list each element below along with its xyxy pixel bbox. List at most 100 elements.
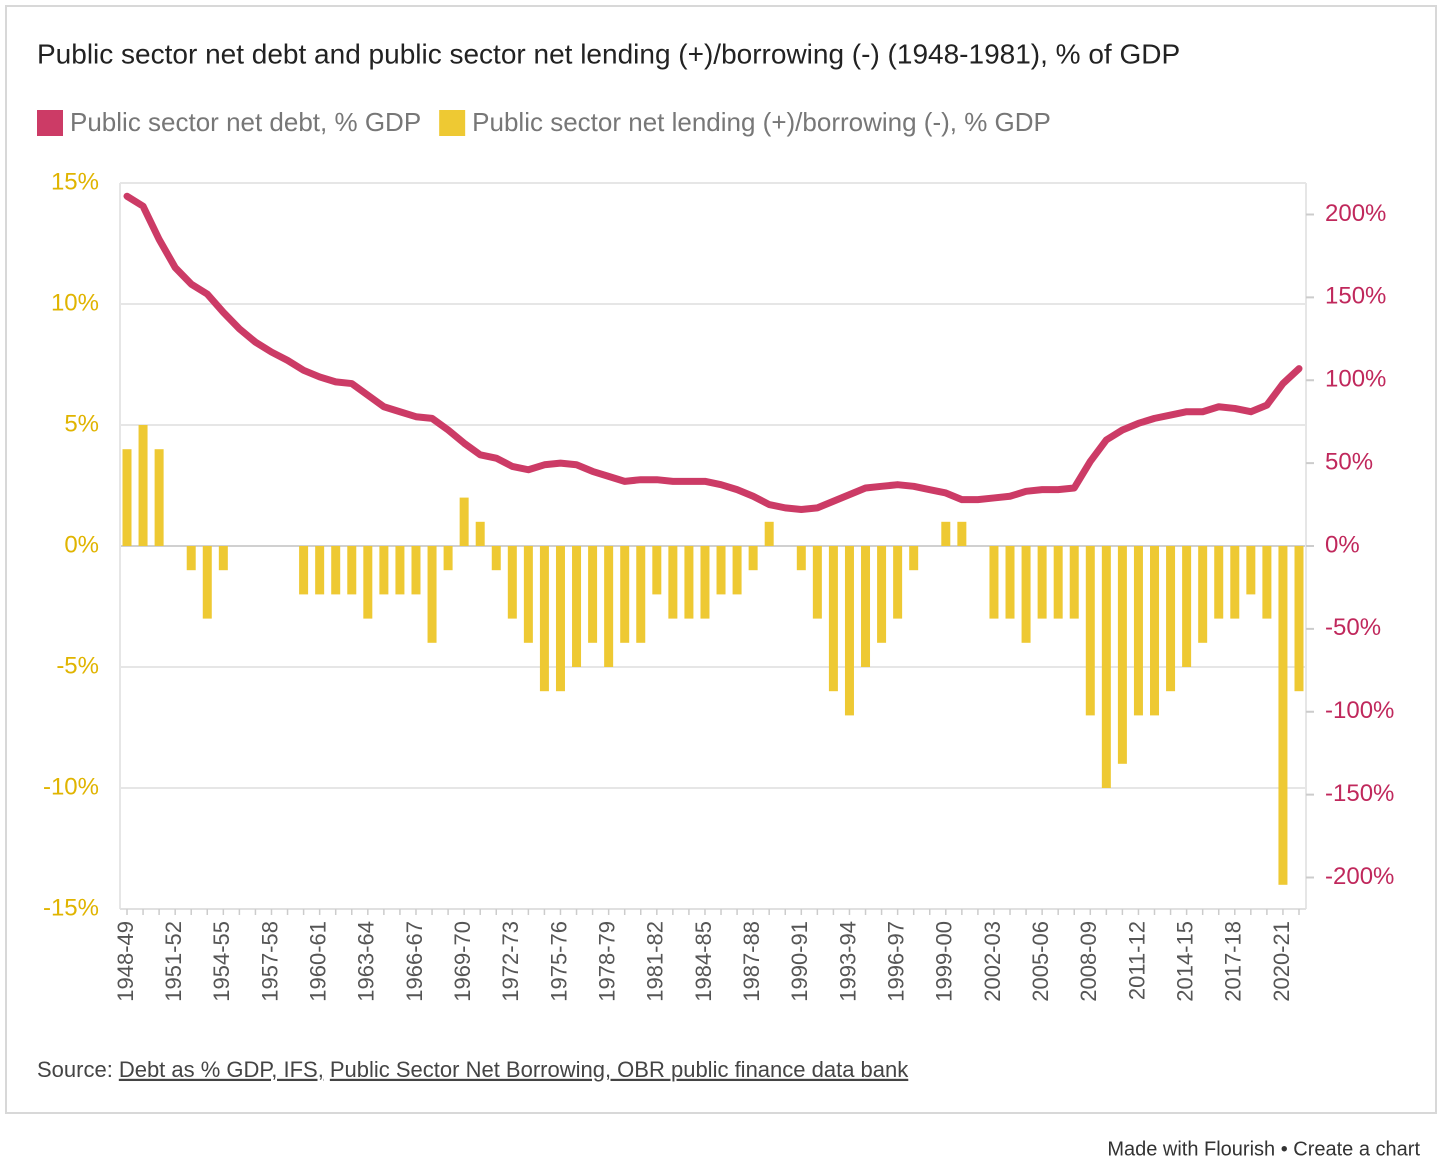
bar — [572, 546, 582, 667]
bar — [1005, 546, 1015, 619]
x-tick-label: 1978-79 — [594, 921, 619, 1002]
bar — [315, 546, 325, 595]
x-tick-label: 2005-06 — [1028, 921, 1053, 1002]
bar — [331, 546, 341, 595]
bar — [138, 425, 148, 546]
x-tick-label: 1957-58 — [257, 921, 282, 1002]
bar — [523, 546, 533, 643]
bar — [909, 546, 919, 571]
y-tick-label: 15% — [51, 168, 99, 195]
bar — [299, 546, 309, 595]
bar — [1294, 546, 1304, 692]
x-tick-label: 1984-85 — [691, 921, 716, 1002]
bar — [652, 546, 662, 595]
bar — [877, 546, 887, 643]
bar — [732, 546, 742, 595]
x-tick-label: 1954-55 — [209, 921, 234, 1002]
bar — [395, 546, 405, 595]
legend-swatch — [439, 110, 466, 136]
legend-label: Public sector net debt, % GDP — [70, 107, 421, 137]
y-tick-label: -5% — [56, 652, 99, 679]
bar — [812, 546, 822, 619]
bar — [796, 546, 806, 571]
bar — [555, 546, 565, 692]
bar — [1262, 546, 1272, 619]
y2-tick-label: -100% — [1325, 697, 1394, 724]
y-tick-label: 0% — [64, 531, 99, 558]
bar — [1230, 546, 1240, 619]
plot: -15% -10% -5% 0% 5% 10% 15% -200% -150% -100% -50%… — [43, 168, 1394, 1001]
y2-tick-label: 150% — [1325, 283, 1386, 310]
bar — [636, 546, 646, 643]
bar — [604, 546, 614, 667]
y-tick-label: 5% — [64, 410, 99, 437]
bar — [218, 546, 228, 571]
bar — [379, 546, 389, 595]
x-tick-label: 1975-76 — [546, 921, 571, 1002]
y-tick-label: -15% — [43, 894, 99, 921]
bar — [861, 546, 871, 667]
x-tick-label: 1993-94 — [835, 921, 860, 1002]
x-tick-label: 2011-12 — [1124, 921, 1149, 1000]
y2-tick-label: 200% — [1325, 200, 1386, 227]
bar — [684, 546, 694, 619]
bar — [1166, 546, 1176, 692]
source-link[interactable]: Debt as % GDP, IFS, — [119, 1057, 324, 1082]
x-tick-label: 1969-70 — [450, 921, 475, 1002]
source: Source: Debt as % GDP, IFS, Public Sector … — [37, 1057, 909, 1082]
bar — [1021, 546, 1031, 643]
bar — [154, 449, 164, 546]
bar — [1101, 546, 1111, 788]
x-tick-label: 1966-67 — [402, 921, 427, 1002]
bar — [459, 497, 469, 546]
x-tick-label: 1981-82 — [643, 921, 668, 1002]
bar — [828, 546, 838, 692]
bar — [491, 546, 501, 571]
y2-tick-label: 50% — [1325, 448, 1373, 475]
bar — [122, 449, 132, 546]
x-tick-label: 1951-52 — [161, 921, 186, 1002]
bar — [1214, 546, 1224, 619]
bar — [1150, 546, 1160, 716]
line — [123, 192, 1303, 514]
legend: Public sector net debt, % GDP Public sect… — [37, 107, 1051, 137]
bar — [588, 546, 598, 643]
y2-tick-label: -200% — [1325, 863, 1394, 890]
y2-tick-label: -50% — [1325, 614, 1381, 641]
bar — [1069, 546, 1079, 619]
bar — [1037, 546, 1047, 619]
x-tick-label: 1996-97 — [883, 921, 908, 1002]
x-tick-label: 2002-03 — [980, 921, 1005, 1002]
bar — [893, 546, 903, 619]
bar — [716, 546, 726, 595]
bar — [1053, 546, 1063, 619]
bar — [443, 546, 453, 571]
x-tick-label: 2020-21 — [1269, 921, 1294, 1002]
bar — [507, 546, 517, 619]
bar — [411, 546, 421, 595]
x-tick-label: 1987-88 — [739, 921, 764, 1002]
bar — [941, 521, 951, 546]
bar — [1085, 546, 1095, 716]
y2-tick-label: -150% — [1325, 780, 1394, 807]
bar — [989, 546, 999, 619]
bar — [764, 521, 774, 546]
bar — [539, 546, 549, 692]
bar — [1246, 546, 1256, 595]
bar — [186, 546, 196, 571]
bar — [668, 546, 678, 619]
bar — [347, 546, 357, 595]
bar — [363, 546, 373, 619]
bar — [1198, 546, 1208, 643]
bar — [1278, 546, 1288, 885]
y2-tick-label: 100% — [1325, 366, 1386, 393]
source-link[interactable]: Public Sector Net Borrowing, OBR public … — [330, 1057, 909, 1082]
source-label: Source: — [37, 1057, 113, 1082]
footer[interactable]: Made with Flourish • Create a chart — [1107, 1138, 1420, 1156]
bar — [957, 521, 967, 546]
bar — [700, 546, 710, 619]
x-tick-label: 1963-64 — [354, 921, 379, 1002]
legend-swatch — [37, 110, 63, 136]
bar — [1133, 546, 1143, 716]
